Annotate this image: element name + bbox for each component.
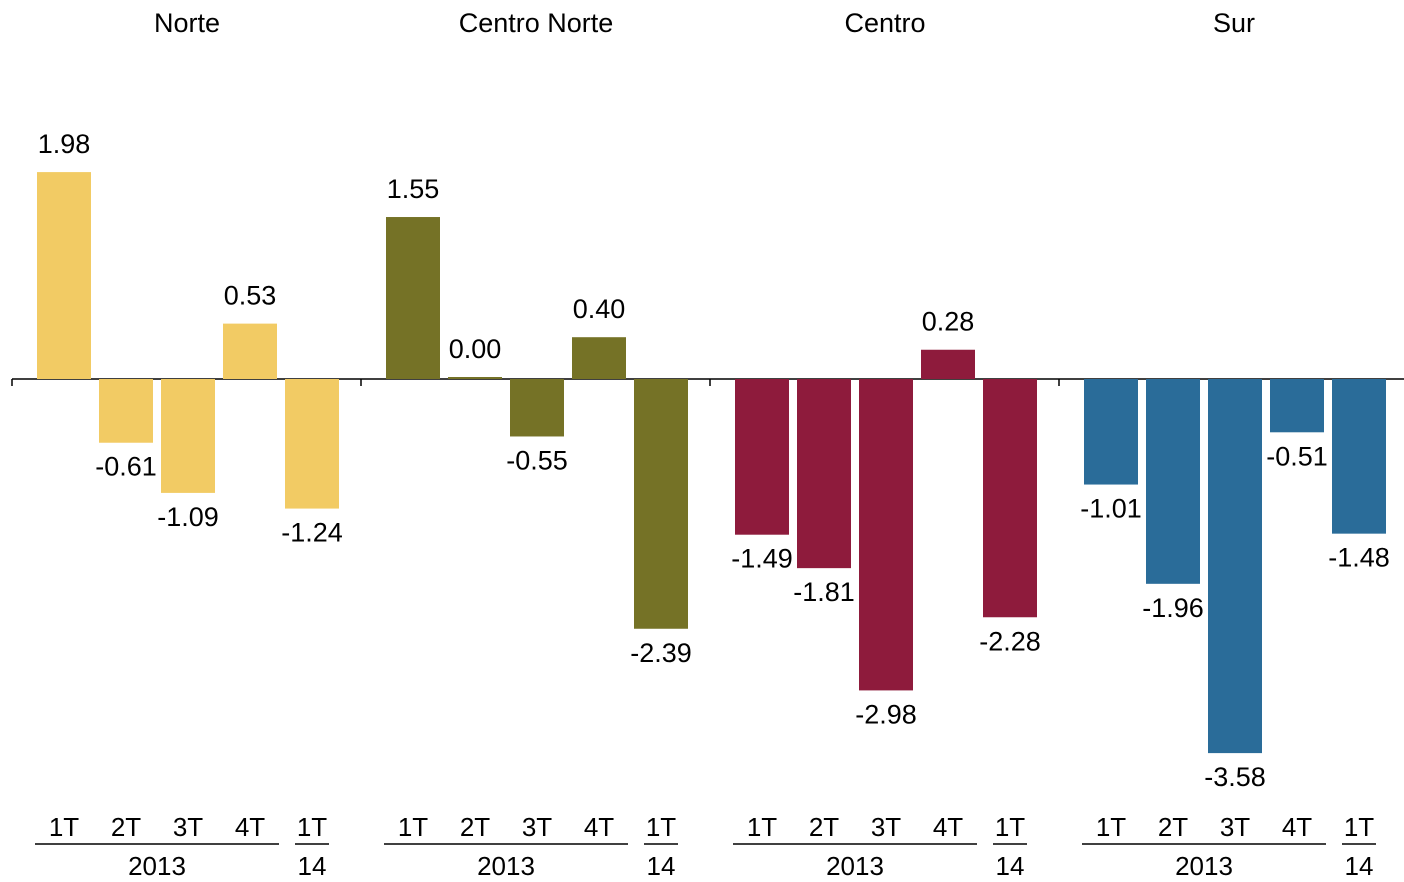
bar bbox=[1084, 379, 1138, 485]
bar bbox=[223, 323, 277, 379]
data-label: -1.96 bbox=[1142, 593, 1204, 623]
quarter-tick-label: 3T bbox=[522, 812, 552, 842]
quarter-tick-label: 1T bbox=[747, 812, 777, 842]
data-label: -1.49 bbox=[731, 544, 793, 574]
data-label: -3.58 bbox=[1204, 762, 1266, 792]
data-label: -1.09 bbox=[157, 502, 219, 532]
data-label: -1.81 bbox=[793, 577, 855, 607]
quarter-tick-label: 2T bbox=[1158, 812, 1188, 842]
quarter-tick-label: 4T bbox=[235, 812, 265, 842]
region-title: Centro Norte bbox=[459, 8, 614, 38]
region-title: Centro bbox=[844, 8, 925, 38]
data-label: -0.61 bbox=[95, 452, 157, 482]
data-label: 0.40 bbox=[573, 294, 626, 324]
quarter-tick-label: 2T bbox=[460, 812, 490, 842]
bar bbox=[448, 377, 502, 379]
year-label: 14 bbox=[996, 851, 1025, 881]
data-label: -2.39 bbox=[630, 638, 692, 668]
year-label: 2013 bbox=[1175, 851, 1233, 881]
bar bbox=[386, 217, 440, 379]
bar bbox=[1146, 379, 1200, 584]
quarter-tick-label: 3T bbox=[1220, 812, 1250, 842]
bar bbox=[510, 379, 564, 437]
bar bbox=[572, 337, 626, 379]
bar bbox=[1332, 379, 1386, 534]
bar bbox=[921, 349, 975, 379]
quarter-tick-label: 3T bbox=[173, 812, 203, 842]
quarter-tick-label: 1T bbox=[995, 812, 1025, 842]
bar bbox=[1270, 379, 1324, 433]
quarter-tick-label: 1T bbox=[49, 812, 79, 842]
bar bbox=[859, 379, 913, 691]
year-label: 14 bbox=[647, 851, 676, 881]
bar bbox=[797, 379, 851, 569]
bar bbox=[983, 379, 1037, 618]
quarter-tick-label: 2T bbox=[809, 812, 839, 842]
data-label: -0.55 bbox=[506, 445, 568, 475]
bar bbox=[161, 379, 215, 493]
quarter-tick-label: 1T bbox=[646, 812, 676, 842]
year-label: 14 bbox=[298, 851, 327, 881]
data-label: -1.24 bbox=[281, 518, 343, 548]
data-label: 0.00 bbox=[449, 334, 502, 364]
data-label: -0.51 bbox=[1266, 441, 1328, 471]
bar bbox=[37, 172, 91, 379]
data-label: 1.55 bbox=[387, 174, 440, 204]
quarter-tick-label: 1T bbox=[398, 812, 428, 842]
region-title: Sur bbox=[1213, 8, 1255, 38]
data-label: -1.01 bbox=[1080, 494, 1142, 524]
quarter-tick-label: 2T bbox=[111, 812, 141, 842]
year-label: 14 bbox=[1345, 851, 1374, 881]
quarter-tick-label: 4T bbox=[584, 812, 614, 842]
data-label: 1.98 bbox=[38, 129, 91, 159]
data-label: -2.28 bbox=[979, 626, 1041, 656]
data-label: 0.28 bbox=[922, 307, 975, 337]
data-label: -2.98 bbox=[855, 699, 917, 729]
bar bbox=[99, 379, 153, 443]
quarter-tick-label: 4T bbox=[1282, 812, 1312, 842]
year-label: 2013 bbox=[826, 851, 884, 881]
bar bbox=[634, 379, 688, 629]
bar bbox=[1208, 379, 1262, 754]
quarter-tick-label: 3T bbox=[871, 812, 901, 842]
data-label: -1.48 bbox=[1328, 543, 1390, 573]
quarter-tick-label: 1T bbox=[1344, 812, 1374, 842]
region-title: Norte bbox=[154, 8, 220, 38]
year-label: 2013 bbox=[128, 851, 186, 881]
quarter-tick-label: 4T bbox=[933, 812, 963, 842]
year-label: 2013 bbox=[477, 851, 535, 881]
quarter-tick-label: 1T bbox=[1096, 812, 1126, 842]
bar bbox=[735, 379, 789, 535]
data-label: 0.53 bbox=[224, 281, 277, 311]
bar bbox=[285, 379, 339, 509]
quarter-tick-label: 1T bbox=[297, 812, 327, 842]
